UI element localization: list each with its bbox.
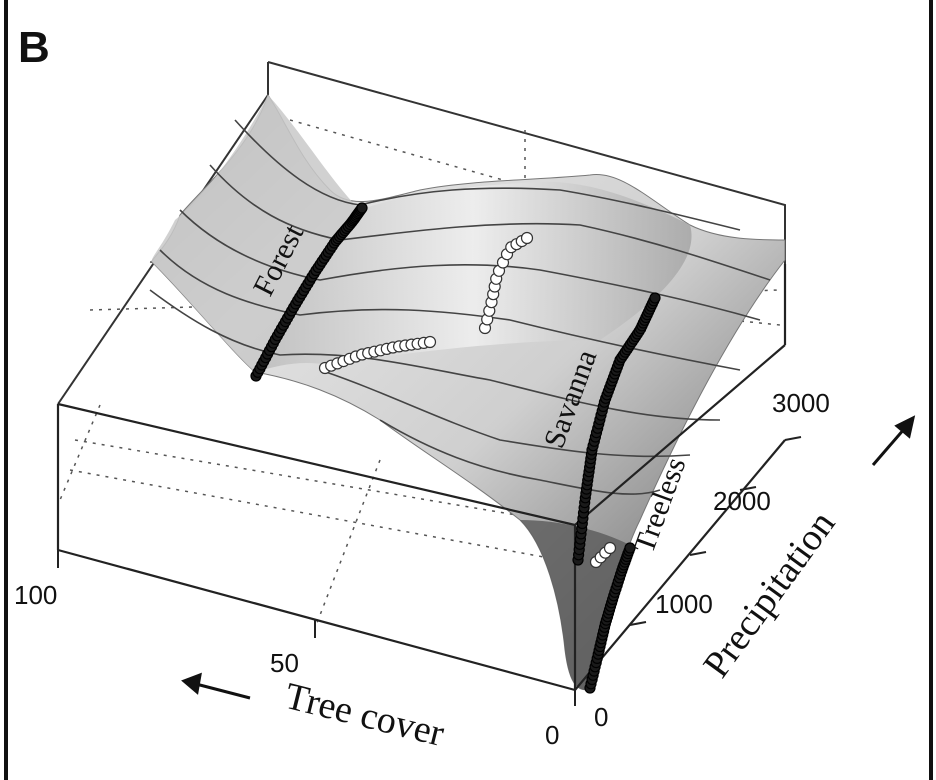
y-tick-label: 1000 [655,589,713,619]
y-tick-label: 3000 [772,388,830,418]
x-direction-arrow [181,672,251,700]
surface-forest-wall [151,95,360,372]
y-tick-label: 0 [594,702,608,732]
surface-valley [255,181,692,372]
unstable-point [423,335,437,349]
x-axis-label: Tree cover [281,675,449,755]
surface-contours [149,119,771,495]
y-tick-labels: 0 1000 2000 3000 [594,388,830,732]
y-tick-label: 2000 [713,486,771,516]
y-direction-arrow [871,415,916,466]
x-tick-label: 0 [545,720,559,750]
savanna-point [649,292,661,304]
x-tick-label: 50 [270,648,299,678]
x-tick-labels: 100 50 0 [14,580,559,750]
box-front-edges [56,264,787,692]
forest-point [356,202,368,214]
panel-label: B [18,23,50,72]
data-points [250,202,661,694]
treeless-point [624,542,636,554]
unstable-point [520,231,534,245]
unstable-point [603,541,617,555]
y-axis-label: Precipitation [695,504,843,686]
axis-ticks [57,436,802,706]
x-tick-label: 100 [14,580,57,610]
